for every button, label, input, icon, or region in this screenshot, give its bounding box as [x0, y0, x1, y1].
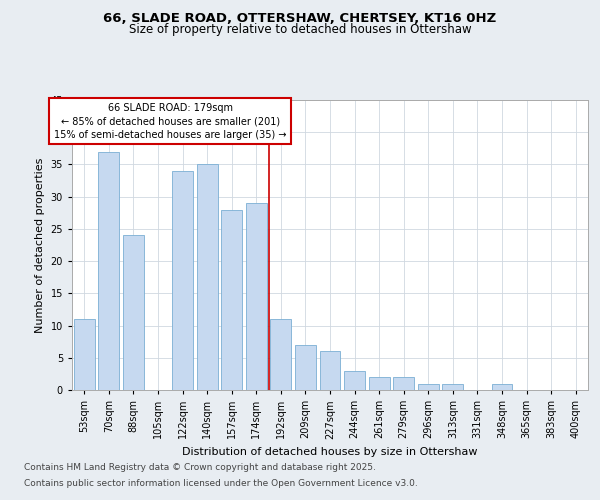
- Text: 66 SLADE ROAD: 179sqm
← 85% of detached houses are smaller (201)
15% of semi-det: 66 SLADE ROAD: 179sqm ← 85% of detached …: [54, 103, 287, 140]
- Y-axis label: Number of detached properties: Number of detached properties: [35, 158, 45, 332]
- Bar: [123, 236, 144, 390]
- Text: 66, SLADE ROAD, OTTERSHAW, CHERTSEY, KT16 0HZ: 66, SLADE ROAD, OTTERSHAW, CHERTSEY, KT1…: [103, 12, 497, 26]
- Bar: [246, 203, 267, 390]
- Bar: [442, 384, 463, 390]
- X-axis label: Distribution of detached houses by size in Ottershaw: Distribution of detached houses by size …: [182, 447, 478, 457]
- Text: Contains public sector information licensed under the Open Government Licence v3: Contains public sector information licen…: [24, 478, 418, 488]
- Bar: [271, 319, 292, 390]
- Bar: [172, 171, 193, 390]
- Text: Contains HM Land Registry data © Crown copyright and database right 2025.: Contains HM Land Registry data © Crown c…: [24, 464, 376, 472]
- Bar: [74, 319, 95, 390]
- Text: Size of property relative to detached houses in Ottershaw: Size of property relative to detached ho…: [128, 22, 472, 36]
- Bar: [320, 352, 340, 390]
- Bar: [197, 164, 218, 390]
- Bar: [98, 152, 119, 390]
- Bar: [344, 370, 365, 390]
- Bar: [368, 377, 389, 390]
- Bar: [418, 384, 439, 390]
- Bar: [491, 384, 512, 390]
- Bar: [221, 210, 242, 390]
- Bar: [295, 345, 316, 390]
- Bar: [393, 377, 414, 390]
